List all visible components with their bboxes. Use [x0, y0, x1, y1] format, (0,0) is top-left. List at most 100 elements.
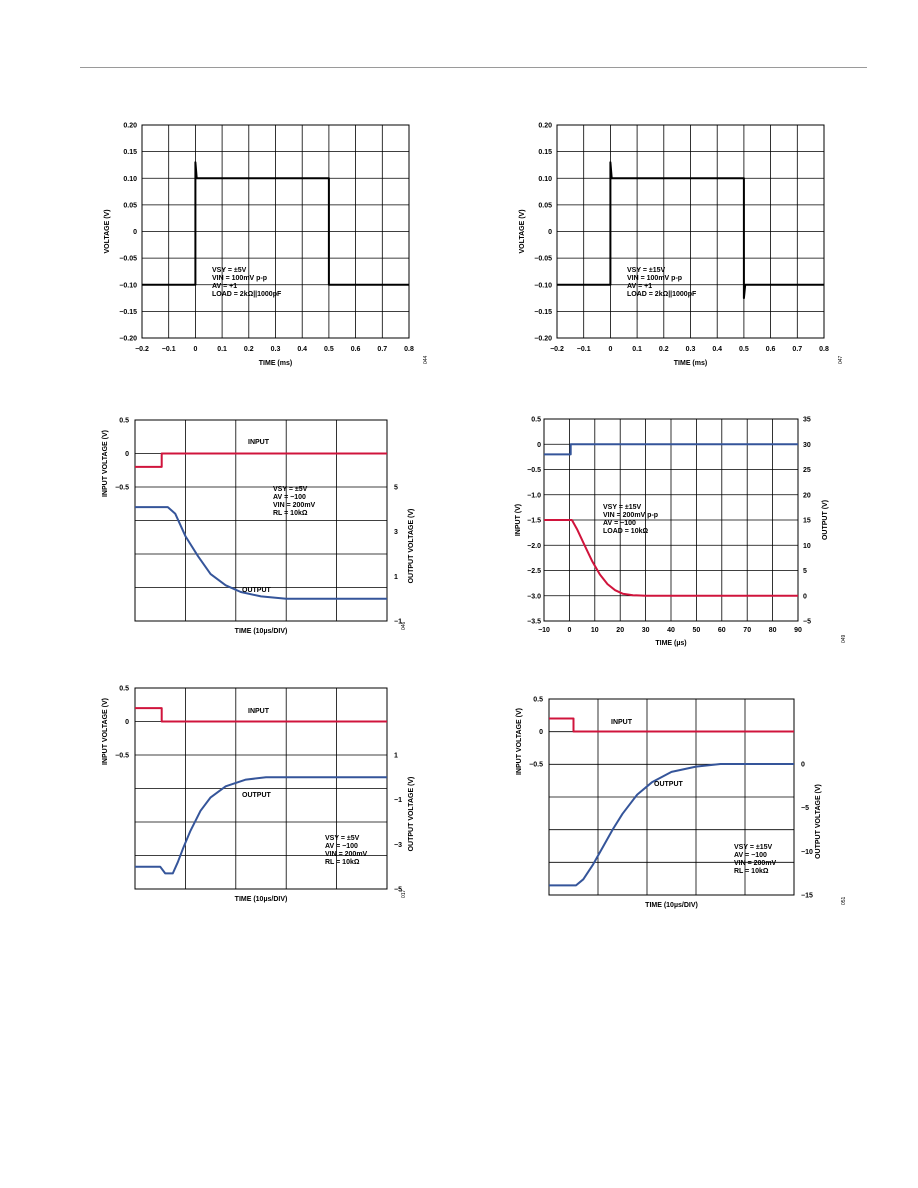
x-tick-label: −0.1	[577, 346, 591, 353]
x-tick-label: −0.1	[162, 346, 176, 353]
plot-frame	[548, 698, 795, 896]
y-tick-label: 0.15	[538, 149, 552, 156]
annotation-line: VIN = 200mV p-p	[603, 512, 658, 519]
x-tick-label: −0.2	[135, 346, 149, 353]
plot-frame	[556, 124, 825, 339]
x-tick-label: 90	[794, 627, 802, 634]
x-tick-label: 40	[667, 627, 675, 634]
input-series	[135, 707, 387, 723]
output-tick-label: −1	[394, 797, 402, 804]
y-tick-label: 0.15	[123, 149, 137, 156]
plot-frame	[134, 687, 388, 890]
figure-code: 051	[841, 896, 847, 905]
output-series	[544, 519, 798, 597]
x-tick-label: 10	[591, 627, 599, 634]
y2-tick-label: 0	[803, 593, 807, 600]
y-tick-label: −0.5	[527, 467, 541, 474]
chart-4: −10 0 10 20 30 40 50 60 70 80 900.50−0.5−1.0−1.5−2…	[515, 417, 847, 648]
x-tick-label: 30	[642, 627, 650, 634]
input-series-label: INPUT	[248, 708, 270, 715]
annotation-line: VSY = ±15V	[734, 844, 772, 851]
output-tick-label: 3	[394, 529, 398, 536]
input-series	[549, 717, 794, 733]
plot-frame	[543, 418, 799, 622]
annotation-line: VSY = ±15V	[603, 504, 641, 511]
input-axis-label: INPUT VOLTAGE (V)	[102, 430, 109, 497]
plot-frame	[134, 419, 388, 622]
y-tick-label: −2.0	[527, 543, 541, 550]
y-tick-label: 0	[537, 442, 541, 449]
y-tick-label: −2.5	[527, 568, 541, 575]
annotation-line: VSY = ±5V	[273, 486, 308, 493]
annotation-line: VIN = 200mV	[273, 502, 316, 509]
input-tick-label: −0.5	[115, 753, 129, 760]
y-tick-label: −0.15	[534, 309, 552, 316]
y-tick-label: −0.05	[534, 256, 552, 263]
output-tick-label: −5	[801, 805, 809, 812]
x-tick-label: 0.5	[739, 346, 749, 353]
output-series	[135, 776, 387, 875]
input-tick-label: 0	[539, 729, 543, 736]
y2-tick-label: 25	[803, 467, 811, 474]
annotation-line: AV = +1	[627, 283, 652, 290]
chart-6: 0.5 0 −0.5 0 −5 −10 −15 TIME (10µs/DIV) INPUT VO…	[516, 697, 847, 910]
data-series	[557, 161, 824, 300]
x-tick-label: 0.5	[324, 346, 334, 353]
output-series	[135, 506, 387, 600]
annotation-line: RL = 10kΩ	[273, 510, 308, 517]
input-axis-label: INPUT VOLTAGE (V)	[516, 708, 523, 775]
annotation-line: RL = 10kΩ	[325, 859, 360, 866]
annotation-line: LOAD = 2kΩ||1000pF	[212, 291, 282, 298]
y2-axis-label: OUTPUT (V)	[822, 500, 829, 540]
chart-1: −0.2 −0.1 0 0.1 0.2 0.3 0.4 0.5 0.6 0.7 0.80.200.1…	[104, 123, 429, 368]
annotation-line: VIN = 100mV p-p	[627, 275, 682, 282]
x-tick-label: 0.7	[377, 346, 387, 353]
annotation-line: VSY = ±5V	[325, 835, 360, 842]
x-tick-label: 0.8	[819, 346, 829, 353]
y-tick-label: −0.15	[119, 309, 137, 316]
annotation-line: VIN = 200mV	[734, 860, 777, 867]
y-tick-label: 0.20	[123, 123, 137, 130]
chart-3: 0.5 0 −0.5 5 3 1 −1 TIME (10µs/DIV) INPUT VOLTAG…	[102, 418, 415, 636]
input-tick-label: −0.5	[529, 762, 543, 769]
x-tick-label: 0.3	[686, 346, 696, 353]
input-series-label: INPUT	[611, 719, 633, 726]
y-tick-label: 0	[548, 229, 552, 236]
x-tick-label: 0.2	[244, 346, 254, 353]
y2-tick-label: 20	[803, 492, 811, 499]
x-tick-label: 20	[616, 627, 624, 634]
y-axis-label: VOLTAGE (V)	[104, 209, 111, 253]
y-tick-label: −0.20	[534, 336, 552, 343]
input-tick-label: −0.5	[115, 485, 129, 492]
figure-code: 047	[838, 355, 844, 364]
y2-tick-label: 30	[803, 442, 811, 449]
input-tick-label: 0	[125, 719, 129, 726]
x-tick-label: 0	[193, 346, 197, 353]
output-series-label: OUTPUT	[242, 792, 272, 799]
input-tick-label: 0	[125, 451, 129, 458]
y-tick-label: −3.0	[527, 593, 541, 600]
y-tick-label: 0.5	[531, 417, 541, 424]
y-tick-label: 0.05	[123, 202, 137, 209]
x-axis-label: TIME (10µs/DIV)	[235, 896, 288, 903]
y2-tick-label: 5	[803, 568, 807, 575]
x-tick-label: −0.2	[550, 346, 564, 353]
annotation-line: AV = −100	[273, 494, 306, 501]
x-tick-label: 60	[718, 627, 726, 634]
x-axis-label: TIME (µs)	[655, 640, 686, 647]
x-tick-label: 0.2	[659, 346, 669, 353]
annotation-line: LOAD = 2kΩ||1000pF	[627, 291, 697, 298]
output-axis-label: OUTPUT VOLTAGE (V)	[815, 784, 822, 859]
x-tick-label: 0.7	[792, 346, 802, 353]
annotation-line: AV = −100	[734, 852, 767, 859]
x-tick-label: 0.3	[271, 346, 281, 353]
chart-2: −0.2 −0.1 0 0.1 0.2 0.3 0.4 0.5 0.6 0.7 0.80.200.1…	[519, 123, 844, 368]
output-series	[549, 763, 794, 887]
figure-code: 046	[401, 621, 407, 630]
output-series-label: OUTPUT	[242, 587, 272, 594]
output-series-label: OUTPUT	[654, 781, 684, 788]
y-tick-label: −0.10	[119, 282, 137, 289]
chart-5: 0.5 0 −0.5 1 −1 −3 −5 TIME (10µs/DIV) INPUT VOLT…	[102, 686, 415, 904]
x-axis-label: TIME (10µs/DIV)	[645, 902, 698, 909]
y-tick-label: −0.05	[119, 256, 137, 263]
